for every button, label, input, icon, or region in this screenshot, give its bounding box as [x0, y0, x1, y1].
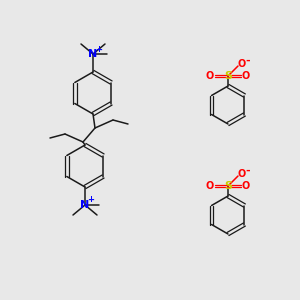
- Text: S: S: [224, 181, 232, 191]
- Text: O: O: [206, 181, 214, 191]
- Text: N: N: [88, 49, 98, 59]
- Text: O: O: [238, 169, 246, 179]
- Text: S: S: [224, 71, 232, 81]
- Text: N: N: [80, 200, 90, 210]
- Text: O: O: [242, 181, 250, 191]
- Text: -: -: [246, 56, 250, 66]
- Text: O: O: [242, 71, 250, 81]
- Text: +: +: [88, 196, 94, 205]
- Text: O: O: [238, 59, 246, 69]
- Text: +: +: [95, 44, 103, 53]
- Text: O: O: [206, 71, 214, 81]
- Text: -: -: [246, 166, 250, 176]
